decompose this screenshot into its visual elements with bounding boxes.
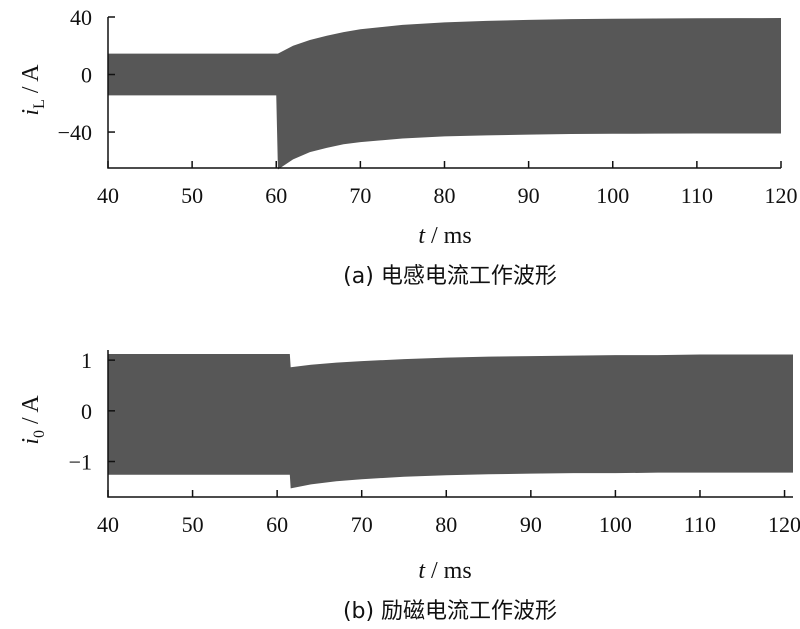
x-axis-label-b: t / ms: [418, 558, 471, 584]
y-axis-label-a: iL / A: [18, 64, 48, 116]
x-tick-label: 120: [768, 512, 800, 537]
x-tick-label: 60: [266, 512, 288, 537]
y-axis-label-b: i0 / A: [18, 395, 48, 445]
x-tick-label: 100: [596, 183, 629, 208]
y-tick-label: −40: [58, 120, 92, 145]
y-tick-labels-a: 40 0 −40: [58, 5, 92, 145]
x-tick-label: 90: [518, 183, 540, 208]
y-tick-label: 40: [70, 5, 92, 30]
x-tick-label: 100: [599, 512, 632, 537]
x-tick-label: 80: [434, 183, 456, 208]
x-tick-label: 50: [182, 512, 204, 537]
x-tick-label: 110: [681, 183, 713, 208]
x-tick-label: 110: [684, 512, 716, 537]
x-tick-labels-a: 40 50 60 70 80 90 100 110 120: [97, 183, 798, 208]
x-tick-label: 120: [765, 183, 798, 208]
y-tick-label: 0: [81, 63, 92, 88]
x-tick-label: 60: [265, 183, 287, 208]
x-tick-label: 80: [435, 512, 457, 537]
chart-a: 40 50 60 70 80 90 100 110 120 40 0 −40 t / ms iL /…: [18, 5, 798, 289]
y-tick-labels-b: 1 0 −1: [69, 348, 92, 474]
tick-marks-b: [107, 359, 786, 497]
x-axis-label-a: t / ms: [418, 223, 471, 249]
y-tick-label: 0: [81, 399, 92, 424]
tick-marks-a: [107, 16, 782, 168]
x-tick-label: 90: [520, 512, 542, 537]
waveform-envelope-a: [108, 18, 781, 170]
x-tick-label: 70: [351, 512, 373, 537]
x-tick-labels-b: 40 50 60 70 80 90 100 110 120: [97, 512, 800, 537]
x-tick-label: 50: [181, 183, 203, 208]
x-tick-label: 70: [349, 183, 371, 208]
y-tick-label: 1: [81, 348, 92, 373]
caption-b: (b) 励磁电流工作波形: [343, 599, 557, 624]
caption-a: (a) 电感电流工作波形: [343, 264, 557, 289]
chart-b: 40 50 60 70 80 90 100 110 120 1 0 −1 t / ms i0 / A…: [18, 348, 800, 624]
waveform-envelope-b: [108, 354, 793, 489]
x-tick-label: 40: [97, 183, 119, 208]
y-tick-label: −1: [69, 450, 92, 475]
x-tick-label: 40: [97, 512, 119, 537]
